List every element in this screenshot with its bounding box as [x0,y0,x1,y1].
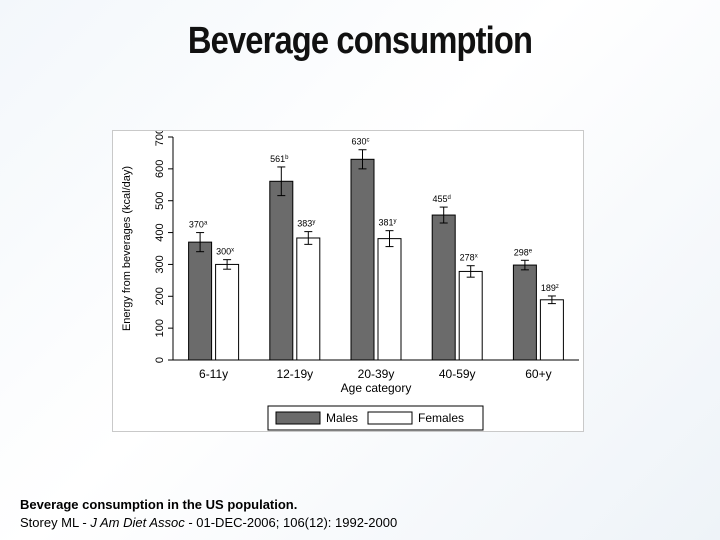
y-tick-label: 200 [154,287,166,305]
y-tick-label: 100 [154,319,166,337]
caption-citation: Storey ML - J Am Diet Assoc - 01-DEC-200… [20,514,397,532]
bar-females [296,237,321,361]
data-label-females: 381y [378,218,396,228]
legend-label-females: Females [418,411,464,425]
y-tick-label: 400 [154,223,166,241]
bar-females [215,263,240,361]
x-tick-label: 12-19y [276,367,313,381]
data-label-males: 455d [433,194,451,204]
legend-swatch-females [367,411,413,425]
citation-journal: J Am Diet Assoc [90,515,185,530]
bar-females [377,238,402,361]
y-tick-label: 300 [154,255,166,273]
bar-males [350,158,375,361]
y-tick-label: 700 [154,131,166,146]
data-label-males: 370a [189,220,208,230]
caption-title: Beverage consumption in the US populatio… [20,497,298,512]
data-label-females: 383y [297,219,315,229]
citation-suffix: - 01-DEC-2006; 106(12): 1992-2000 [184,515,398,530]
bar-males [269,180,294,361]
caption: Beverage consumption in the US populatio… [20,496,397,532]
y-tick-label: 500 [154,192,166,210]
y-tick-label: 600 [154,160,166,178]
bar-males [431,214,456,361]
bar-females [458,270,483,361]
data-label-females: 189z [541,283,559,293]
legend-swatch-males [275,411,321,425]
data-label-females: 300x [216,247,234,257]
y-axis-label: Energy from beverages (kcal/day) [121,166,133,331]
x-tick-label: 40-59y [439,367,476,381]
citation-prefix: Storey ML - [20,515,91,530]
data-label-females: 278x [460,253,478,263]
bar-chart: 0 100 200 300 400 500 600 700 Energy from bevera… [121,131,579,431]
chart-frame: 0 100 200 300 400 500 600 700 Energy from bevera… [112,130,584,432]
bar-males [512,264,537,361]
x-tick-label: 20-39y [358,367,395,381]
slide-title: Beverage consumption [187,20,533,62]
data-label-males: 561b [270,154,289,164]
x-tick-label: 60+y [525,367,551,381]
data-label-males: 630c [351,137,369,147]
data-label-males: 298e [514,247,533,257]
x-axis-label: Age category [341,381,412,395]
legend-label-males: Males [326,411,358,425]
y-tick-label: 0 [154,357,166,363]
bar-males [188,241,213,361]
bar-females [539,299,564,361]
x-tick-label: 6-11y [199,367,228,381]
